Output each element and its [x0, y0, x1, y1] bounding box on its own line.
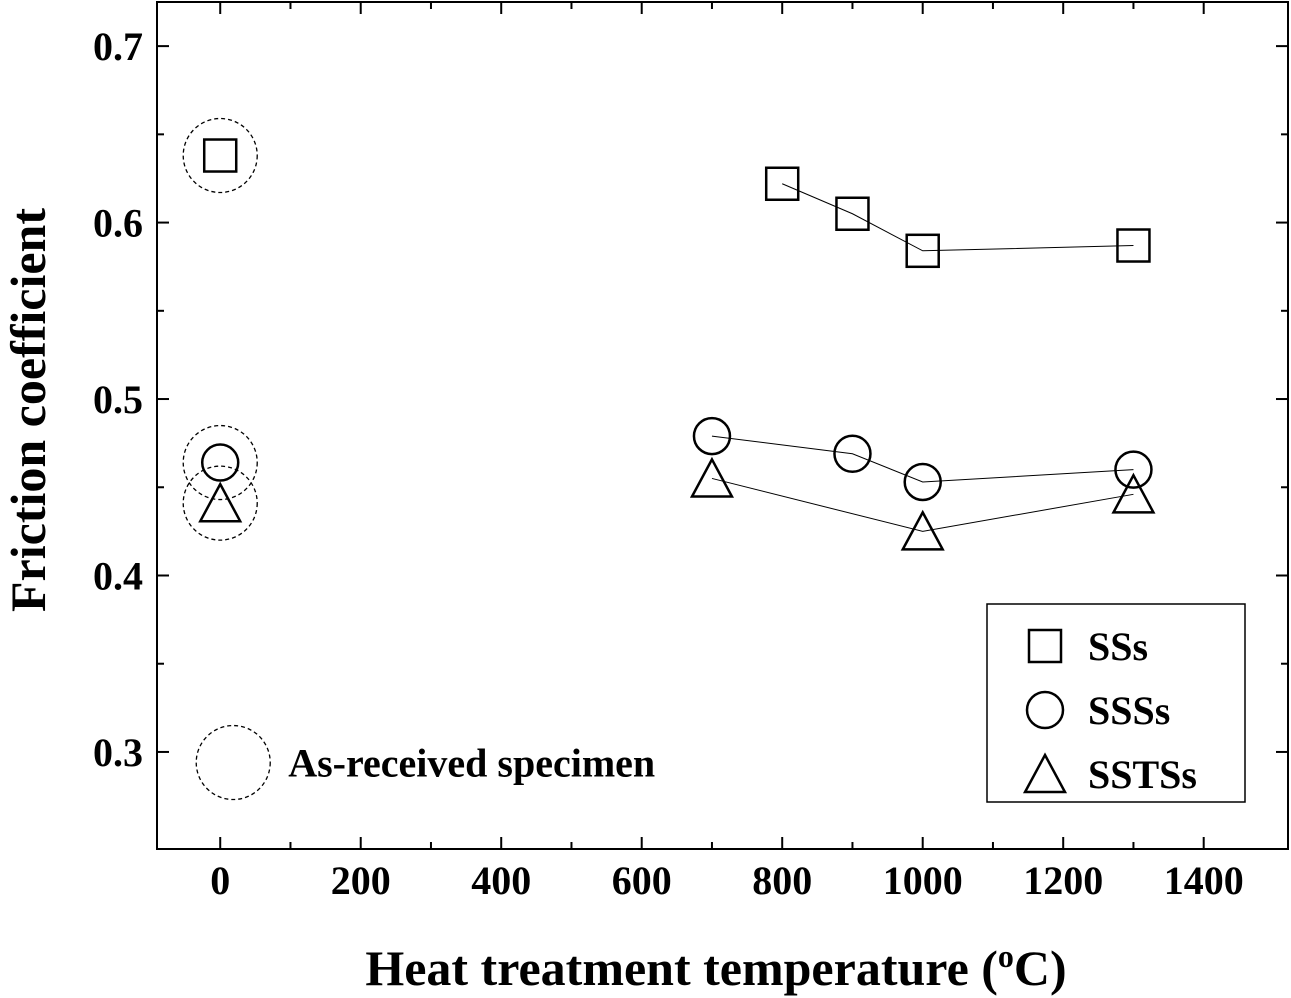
- y-tick-label: 0.7: [93, 24, 143, 69]
- data-point-ssss: [1114, 450, 1153, 489]
- plot-frame: [156, 1, 1289, 850]
- data-point-sss: [764, 166, 800, 202]
- annotation: As-received specimen: [195, 724, 655, 801]
- x-tick-label: 1000: [883, 858, 963, 903]
- data-point-sstss: [689, 456, 735, 498]
- y-tick-labels: 0.3 0.4 0.5 0.6 0.7: [93, 24, 143, 775]
- y-tick-label: 0.5: [93, 377, 143, 422]
- as-received-point-sss: [202, 138, 238, 173]
- data-point-sstss: [900, 509, 945, 551]
- as-received-dashed-circle: [182, 424, 258, 501]
- annotation-label: As-received specimen: [288, 741, 655, 786]
- data-point-sss: [905, 233, 940, 269]
- annotation-dashed-circle: [195, 724, 271, 801]
- as-received-highlights: [182, 117, 258, 541]
- y-tick-label: 0.6: [93, 201, 143, 246]
- x-tick-label: 400: [471, 858, 531, 903]
- as-received-dashed-circle: [182, 117, 258, 194]
- x-tick-label: 600: [612, 858, 672, 903]
- legend-symbol-sstss: [1022, 752, 1068, 794]
- x-axis-label: Heat treatment temperature (oC): [365, 938, 1066, 996]
- as-received-dashed-circle: [182, 465, 258, 541]
- x-tick-label: 1200: [1023, 858, 1103, 903]
- x-tick-labels: 0 200 400 600 800 1000 1200 1400: [210, 858, 1243, 903]
- series-line-ssss: [711, 435, 1134, 483]
- x-tick-label: 0: [210, 858, 230, 903]
- series-lines: [711, 183, 1134, 532]
- x-tick-label: 800: [752, 858, 812, 903]
- data-point-ssss: [903, 462, 942, 502]
- data-point-sss: [1116, 228, 1151, 263]
- series-line-sss: [782, 183, 1134, 252]
- data-point-sstss: [1111, 472, 1156, 514]
- legend-label-sstss: SSTSs: [1088, 752, 1197, 797]
- series-line-sstss: [711, 477, 1134, 532]
- x-tick-label: 200: [331, 858, 391, 903]
- y-tick-label: 0.3: [93, 730, 143, 775]
- as-received-point-ssss: [200, 443, 240, 482]
- data-point-ssss: [833, 434, 872, 473]
- x-axis-label-superscript: o: [998, 938, 1014, 974]
- data-point-ssss: [692, 416, 732, 456]
- major-ticks: [157, 2, 1288, 849]
- legend-symbol-sss: [1027, 628, 1063, 664]
- minor-ticks: [157, 2, 1288, 849]
- legend-symbol-ssss: [1025, 690, 1065, 730]
- legend: SSs SSSs SSTSs: [986, 603, 1246, 803]
- x-tick-label: 1400: [1164, 858, 1244, 903]
- y-axis-label: Friction coefficient: [0, 208, 56, 612]
- legend-label-ssss: SSSs: [1088, 688, 1170, 733]
- legend-label-sss: SSs: [1088, 624, 1148, 669]
- y-tick-label: 0.4: [93, 553, 143, 598]
- as-received-point-sstss: [198, 481, 243, 523]
- series-markers: [198, 138, 1156, 551]
- data-point-sss: [835, 196, 870, 231]
